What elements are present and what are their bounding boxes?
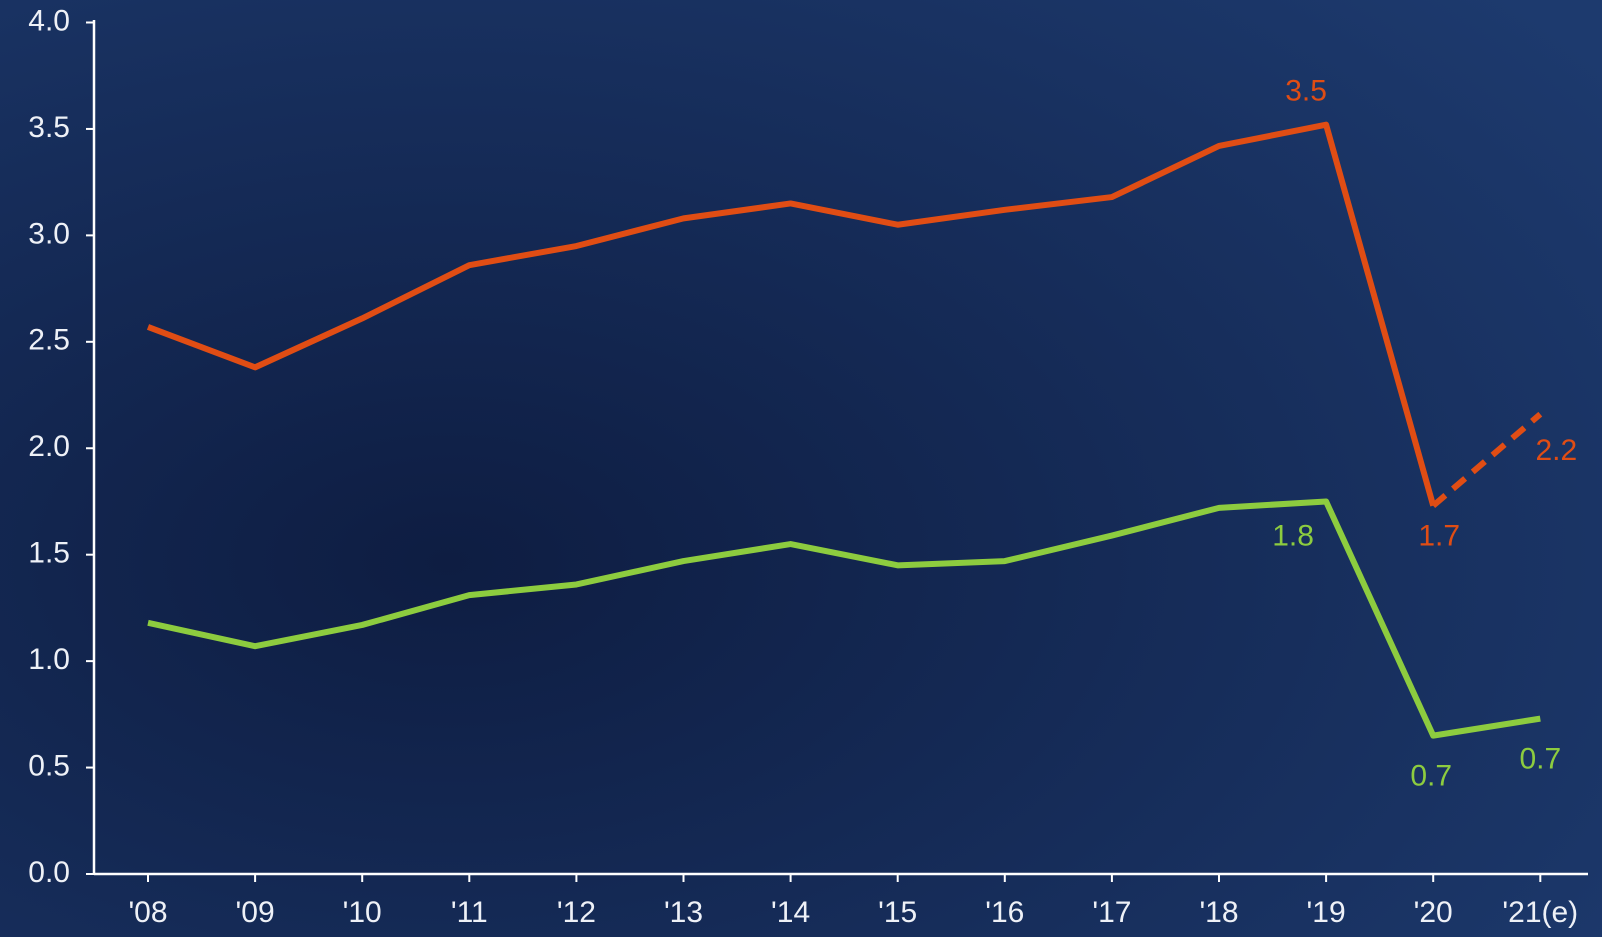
x-tick-label: '20 bbox=[1414, 896, 1453, 929]
data-label: 1.7 bbox=[1418, 520, 1460, 553]
x-tick-label: '21(e) bbox=[1502, 896, 1578, 929]
y-tick-label: 1.0 bbox=[28, 643, 70, 676]
data-label: 0.7 bbox=[1519, 743, 1561, 776]
x-tick-label: '08 bbox=[128, 896, 167, 929]
y-tick-label: 0.0 bbox=[28, 856, 70, 889]
x-tick-label: '16 bbox=[985, 896, 1024, 929]
y-tick-label: 2.5 bbox=[28, 324, 70, 357]
series-line bbox=[147, 498, 1541, 739]
x-tick-label: '15 bbox=[878, 896, 917, 929]
data-label: 1.8 bbox=[1272, 519, 1314, 552]
y-tick-label: 4.0 bbox=[28, 4, 70, 37]
x-tick-label: '14 bbox=[771, 896, 810, 929]
x-tick-label: '13 bbox=[664, 896, 703, 929]
x-tick-label: '18 bbox=[1199, 896, 1238, 929]
series-line bbox=[146, 121, 1437, 507]
series-line bbox=[1431, 411, 1543, 509]
x-tick-label: '09 bbox=[236, 896, 275, 929]
x-tick-label: '11 bbox=[451, 896, 488, 929]
data-label: 3.5 bbox=[1285, 75, 1327, 108]
x-tick-label: '12 bbox=[557, 896, 596, 929]
y-tick-label: 2.0 bbox=[28, 430, 70, 463]
y-tick-label: 3.5 bbox=[28, 111, 70, 144]
data-label: 2.2 bbox=[1535, 434, 1577, 467]
y-tick-label: 3.0 bbox=[28, 217, 70, 250]
x-tick-label: '10 bbox=[343, 896, 382, 929]
y-tick-label: 1.5 bbox=[28, 537, 70, 570]
y-tick-label: 0.5 bbox=[28, 749, 70, 782]
x-tick-label: '17 bbox=[1092, 896, 1131, 929]
data-label: 0.7 bbox=[1410, 760, 1452, 793]
x-tick-label: '19 bbox=[1307, 896, 1346, 929]
